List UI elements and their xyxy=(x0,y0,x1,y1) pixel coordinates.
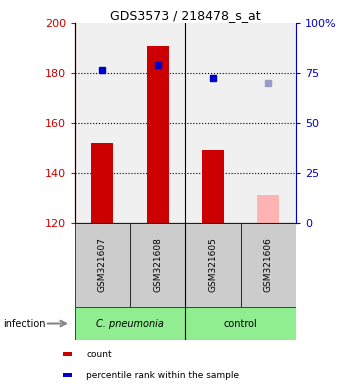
Bar xyxy=(185,223,241,307)
Text: count: count xyxy=(86,350,112,359)
Bar xyxy=(202,151,224,223)
Text: GSM321607: GSM321607 xyxy=(98,238,107,292)
Bar xyxy=(91,143,114,223)
Bar xyxy=(185,307,296,340)
Bar xyxy=(147,46,169,223)
Bar xyxy=(64,373,72,377)
Bar xyxy=(64,352,72,356)
Text: GSM321606: GSM321606 xyxy=(264,238,273,292)
Bar xyxy=(241,223,296,307)
Bar xyxy=(130,223,185,307)
Text: GSM321605: GSM321605 xyxy=(208,238,217,292)
Bar xyxy=(257,195,279,223)
Bar xyxy=(75,307,185,340)
Text: percentile rank within the sample: percentile rank within the sample xyxy=(86,371,239,380)
Text: GSM321608: GSM321608 xyxy=(153,238,162,292)
Bar xyxy=(75,223,130,307)
Text: C. pneumonia: C. pneumonia xyxy=(96,318,164,329)
Text: infection: infection xyxy=(3,318,46,329)
Text: control: control xyxy=(224,318,257,329)
Title: GDS3573 / 218478_s_at: GDS3573 / 218478_s_at xyxy=(110,9,261,22)
